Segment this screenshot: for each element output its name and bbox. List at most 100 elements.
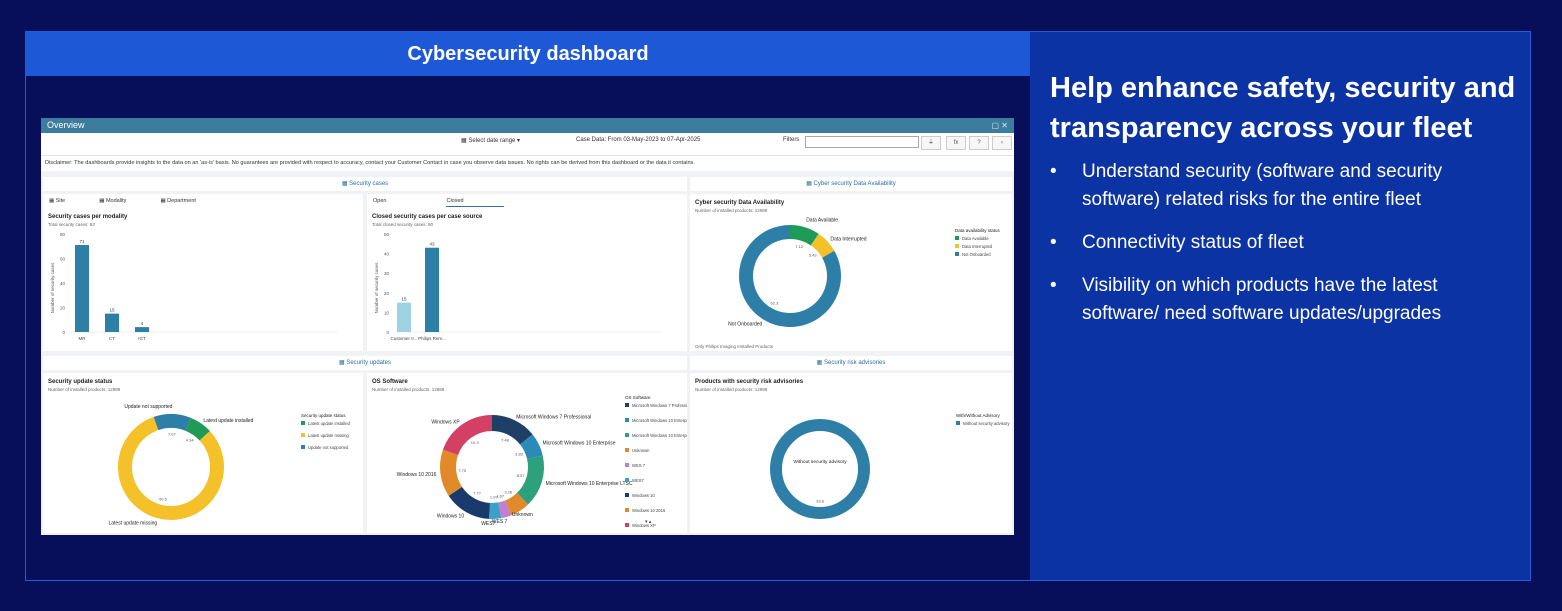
legend-label: WES7 — [632, 478, 645, 483]
legend-label: Microsoft Windows 10 Enterprise — [632, 418, 687, 423]
slice-value-label: 7.07 — [168, 432, 177, 437]
donut-slice — [789, 225, 819, 246]
slice-category-label: Microsoft Windows 10 Enterprise LTSC — [546, 481, 633, 487]
tab-site[interactable]: ▦ Site — [49, 198, 66, 204]
donut-slice — [442, 415, 493, 456]
slice-value-label: 4.34 — [186, 437, 195, 442]
section-risk-advisories[interactable]: ▦ Security risk advisories — [690, 356, 1012, 370]
value-headline: Help enhance safety, security and transp… — [1050, 72, 1516, 144]
chart-title: Cyber security Data Availability — [695, 200, 785, 206]
section-security-cases[interactable]: ▦ Security cases — [43, 177, 687, 191]
chart-title: Closed security cases per case source — [372, 214, 483, 220]
date-range-select[interactable]: ▦ Select date range ▾ — [461, 138, 521, 144]
slice-value-label: 62.3 — [771, 300, 780, 305]
filter-funnel-button[interactable]: ⏚ — [921, 136, 941, 150]
slice-value-label: 7.75 — [458, 468, 467, 473]
chart-subtitle: Number of installed products: 12988 — [48, 387, 121, 392]
donut-slice — [498, 500, 512, 519]
case-state-tabs: Open Closed — [373, 198, 504, 207]
legend-label: Update not supported — [308, 445, 349, 450]
back-button[interactable]: ‹ — [992, 136, 1012, 150]
panel-risk-advisories: Products with security risk advisories N… — [690, 373, 1012, 533]
panel-data-availability: Cyber security Data Availability Number … — [690, 194, 1012, 351]
legend-label: Windows XP — [632, 523, 656, 528]
donut-slice — [440, 449, 463, 496]
legend-title: With/Without Advisory — [956, 413, 1001, 418]
y-tick-label: 60 — [60, 257, 66, 262]
chart-title: Products with security risk advisories — [695, 379, 804, 385]
donut-slice — [489, 502, 502, 519]
filter-dropdown[interactable] — [805, 136, 919, 148]
y-tick-label: 0 — [386, 330, 389, 335]
y-tick-label: 0 — [62, 330, 65, 335]
donut-slice — [810, 233, 835, 259]
chart-subtitle: Number of installed products: 12988 — [372, 387, 445, 392]
bar — [425, 247, 439, 332]
bar — [105, 313, 119, 332]
slice-value-label: 5.43 — [809, 252, 818, 257]
donut-slice — [153, 414, 191, 431]
y-tick-label: 50 — [384, 232, 390, 237]
slice-category-label: Latest update installed — [203, 418, 253, 424]
y-tick-label: 10 — [384, 310, 390, 315]
tab-closed[interactable]: Closed — [446, 198, 504, 207]
legend-label: Unknown — [632, 448, 650, 453]
bar-value-label: 43 — [429, 242, 435, 247]
bar-value-label: 71 — [79, 239, 85, 244]
legend-swatch — [625, 523, 629, 527]
slice-category-label: Update not supported — [124, 404, 172, 410]
x-tick-label: IGT — [138, 336, 146, 341]
section-security-updates[interactable]: ▦ Security updates — [43, 356, 687, 370]
legend-label: Data Interrupted — [962, 244, 993, 249]
availability-footnote: Only Philips Imaging Installed Products — [695, 344, 774, 349]
value-bullet: Connectivity status of fleet — [1050, 229, 1510, 257]
legend-label: Without security advisory — [963, 421, 1010, 426]
chart-subtitle: Number of installed products: 12988 — [695, 208, 768, 213]
slice-value-label: 7.48 — [501, 437, 510, 442]
formula-button[interactable]: fx — [946, 136, 966, 150]
y-tick-label: 20 — [384, 291, 390, 296]
section-data-availability[interactable]: ▦ Cyber security Data Availability — [690, 177, 1012, 191]
chart-subtitle: Number of installed products: 12988 — [695, 387, 768, 392]
disclaimer: Disclaimer: The dashboards provide insig… — [41, 155, 1014, 171]
donut-slice — [185, 417, 210, 441]
help-button[interactable]: ? — [969, 136, 989, 150]
legend-label: Latest update installed — [308, 421, 351, 426]
donut-slice — [118, 416, 224, 520]
legend-pager[interactable]: ▾ ▴ — [645, 519, 652, 525]
slice-value-label: 3.26 — [504, 490, 513, 495]
legend-swatch — [301, 445, 305, 449]
donut-slice — [739, 225, 841, 327]
slice-value-label: 7.12 — [795, 244, 804, 249]
tab-open[interactable]: Open — [373, 198, 387, 204]
donut-slice — [491, 415, 533, 445]
panel-cases-per-modality: ▦ Site ▦ Modality ▦ Department Security … — [43, 194, 363, 351]
tab-modality[interactable]: ▦ Modality — [99, 198, 127, 204]
slice-category-label: Data Available — [806, 217, 838, 223]
legend-swatch — [955, 244, 959, 248]
y-axis-label: Number of security cases — [50, 262, 55, 314]
filters-label: Filters — [783, 137, 800, 143]
slice-value-label: 3.83 — [515, 451, 524, 456]
slice-value-label: 33.8 — [816, 499, 825, 504]
legend-title: OS Software — [625, 395, 651, 400]
y-axis-label: Number of security cases — [374, 262, 379, 314]
slice-category-label: Windows XP — [431, 419, 460, 425]
y-tick-label: 30 — [384, 271, 390, 276]
value-bullets: Understand security (software and securi… — [1050, 158, 1510, 343]
slice-category-label: Latest update missing — [108, 520, 157, 526]
donut-slice — [519, 434, 543, 460]
legend-swatch — [955, 236, 959, 240]
tab-department[interactable]: ▦ Department — [160, 198, 196, 204]
chart-subtitle: Total security cases: 93 — [48, 222, 95, 227]
value-panel: Help enhance safety, security and transp… — [1030, 32, 1530, 580]
slice-value-label: 10.3 — [471, 440, 480, 445]
outer-frame — [25, 31, 1531, 581]
case-source-bar-chart: 0 10 20 30 40 50 Number of security cases 15 Cus… — [374, 232, 661, 341]
chart-subtitle: Total closed security cases: 90 — [372, 222, 434, 227]
x-tick-label: CT — [109, 336, 115, 341]
legend-title: Security update status — [301, 413, 346, 418]
legend-swatch — [301, 421, 305, 425]
window-controls[interactable]: ▢ ✕ — [991, 121, 1008, 130]
window-titlebar: Overview ▢ ✕ — [41, 118, 1014, 133]
